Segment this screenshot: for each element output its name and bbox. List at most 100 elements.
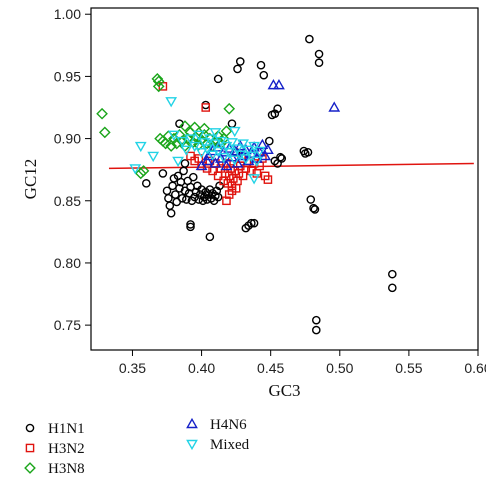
data-point-h1n1 xyxy=(201,100,211,110)
data-point-h1n1 xyxy=(314,58,324,68)
data-point-h1n1 xyxy=(264,136,274,146)
series-mixed xyxy=(129,97,266,185)
data-point-h1n1 xyxy=(309,203,318,213)
data-point-h1n1 xyxy=(256,60,266,70)
data-point-h1n1 xyxy=(314,49,324,59)
data-point-h3n8 xyxy=(165,140,178,152)
data-point-h1n1 xyxy=(303,147,313,157)
legend-marker-h3n8 xyxy=(24,462,36,474)
data-point-h1n1 xyxy=(205,232,215,242)
legend-marker-mixed xyxy=(186,439,198,451)
data-point-h1n1 xyxy=(311,325,321,335)
data-point-h4n6 xyxy=(209,157,222,168)
data-point-mixed xyxy=(188,141,201,153)
data-point-h4n6 xyxy=(239,143,252,154)
y-tick-label: 1.00 xyxy=(54,6,81,22)
data-points xyxy=(96,34,397,335)
data-point-h1n1 xyxy=(241,223,251,233)
data-point-mixed xyxy=(250,156,263,168)
x-tick-label: 0.35 xyxy=(119,360,146,376)
x-tick-label: 0.60 xyxy=(464,360,486,376)
data-point-h3n8 xyxy=(223,102,236,115)
data-point-mixed xyxy=(245,151,258,163)
data-point-h1n1 xyxy=(388,269,397,279)
legend-marker-h4n6 xyxy=(186,417,198,429)
data-point-mixed xyxy=(184,134,197,145)
data-point-mixed xyxy=(176,136,189,148)
data-point-h3n2 xyxy=(227,186,237,196)
data-point-h1n1 xyxy=(179,166,188,176)
data-point-mixed xyxy=(192,130,205,141)
y-tick-label: 0.95 xyxy=(54,68,81,84)
data-point-h1n1 xyxy=(235,57,245,66)
data-point-h1n1 xyxy=(166,208,176,218)
data-point-h4n6 xyxy=(259,149,272,161)
data-point-h1n1 xyxy=(270,156,280,166)
data-point-mixed xyxy=(228,155,241,166)
data-point-h1n1 xyxy=(247,218,256,228)
data-point-h4n6 xyxy=(328,101,341,112)
data-point-mixed xyxy=(129,164,142,175)
data-point-h4n6 xyxy=(195,159,208,171)
x-tick-label: 0.50 xyxy=(326,360,353,376)
data-point-mixed xyxy=(180,145,193,156)
data-point-h1n1 xyxy=(306,195,316,204)
data-point-h3n8 xyxy=(179,120,191,132)
data-point-h1n1 xyxy=(311,315,321,325)
legend-marker-h3n2 xyxy=(25,443,35,453)
data-point-h4n6 xyxy=(220,159,233,171)
data-point-h1n1 xyxy=(198,196,208,206)
data-point-mixed xyxy=(215,136,227,148)
y-axis-title: GC12 xyxy=(21,159,40,200)
data-point-mixed xyxy=(220,141,233,153)
y-tick-label: 0.85 xyxy=(54,193,81,209)
data-point-mixed xyxy=(209,139,222,150)
data-point-h1n1 xyxy=(213,74,223,84)
data-point-h1n1 xyxy=(186,220,195,229)
data-point-mixed xyxy=(248,174,260,185)
legend-label-h3n2: H3N2 xyxy=(48,441,85,457)
x-tick-label: 0.55 xyxy=(395,360,422,376)
data-point-h1n1 xyxy=(177,193,187,203)
x-tick-label: 0.45 xyxy=(257,360,284,376)
data-point-mixed xyxy=(226,138,238,149)
trend-line xyxy=(108,162,474,170)
data-point-mixed xyxy=(195,148,208,159)
data-point-h3n8 xyxy=(137,165,150,177)
data-point-mixed xyxy=(223,148,236,159)
data-point-h3n8 xyxy=(134,167,147,180)
data-point-h4n6 xyxy=(273,79,285,90)
y-tick-label: 0.75 xyxy=(54,317,81,333)
data-point-h1n1 xyxy=(213,192,223,202)
data-point-mixed xyxy=(242,145,255,156)
legend-label-h4n6: H4N6 xyxy=(210,417,247,433)
data-point-mixed xyxy=(253,146,266,158)
data-point-h3n8 xyxy=(220,125,233,137)
data-point-h1n1 xyxy=(180,159,190,168)
y-tick-label: 0.90 xyxy=(54,131,81,147)
data-point-mixed xyxy=(237,139,249,150)
data-point-mixed xyxy=(198,138,211,149)
legend-label-mixed: Mixed xyxy=(210,437,250,453)
data-point-h3n8 xyxy=(152,75,165,88)
data-point-h1n1 xyxy=(273,104,282,114)
data-point-h4n6 xyxy=(267,79,280,90)
data-point-h1n1 xyxy=(305,34,314,44)
data-point-h1n1 xyxy=(388,283,397,293)
legend-label-h1n1: H1N1 xyxy=(48,421,85,437)
data-point-mixed xyxy=(147,151,160,163)
data-point-mixed xyxy=(248,141,260,153)
data-point-h3n2 xyxy=(222,196,231,206)
data-point-mixed xyxy=(165,97,178,108)
data-point-h1n1 xyxy=(186,222,195,232)
data-point-mixed xyxy=(203,134,216,145)
data-point-mixed xyxy=(239,154,252,165)
data-point-h3n8 xyxy=(152,80,165,93)
data-point-h1n1 xyxy=(188,172,198,182)
data-point-h3n2 xyxy=(263,175,273,184)
series-h1n1 xyxy=(141,34,397,335)
data-point-mixed xyxy=(228,126,241,138)
data-point-mixed xyxy=(206,150,219,161)
data-point-h1n1 xyxy=(310,205,320,214)
x-axis-title: GC3 xyxy=(268,381,300,400)
